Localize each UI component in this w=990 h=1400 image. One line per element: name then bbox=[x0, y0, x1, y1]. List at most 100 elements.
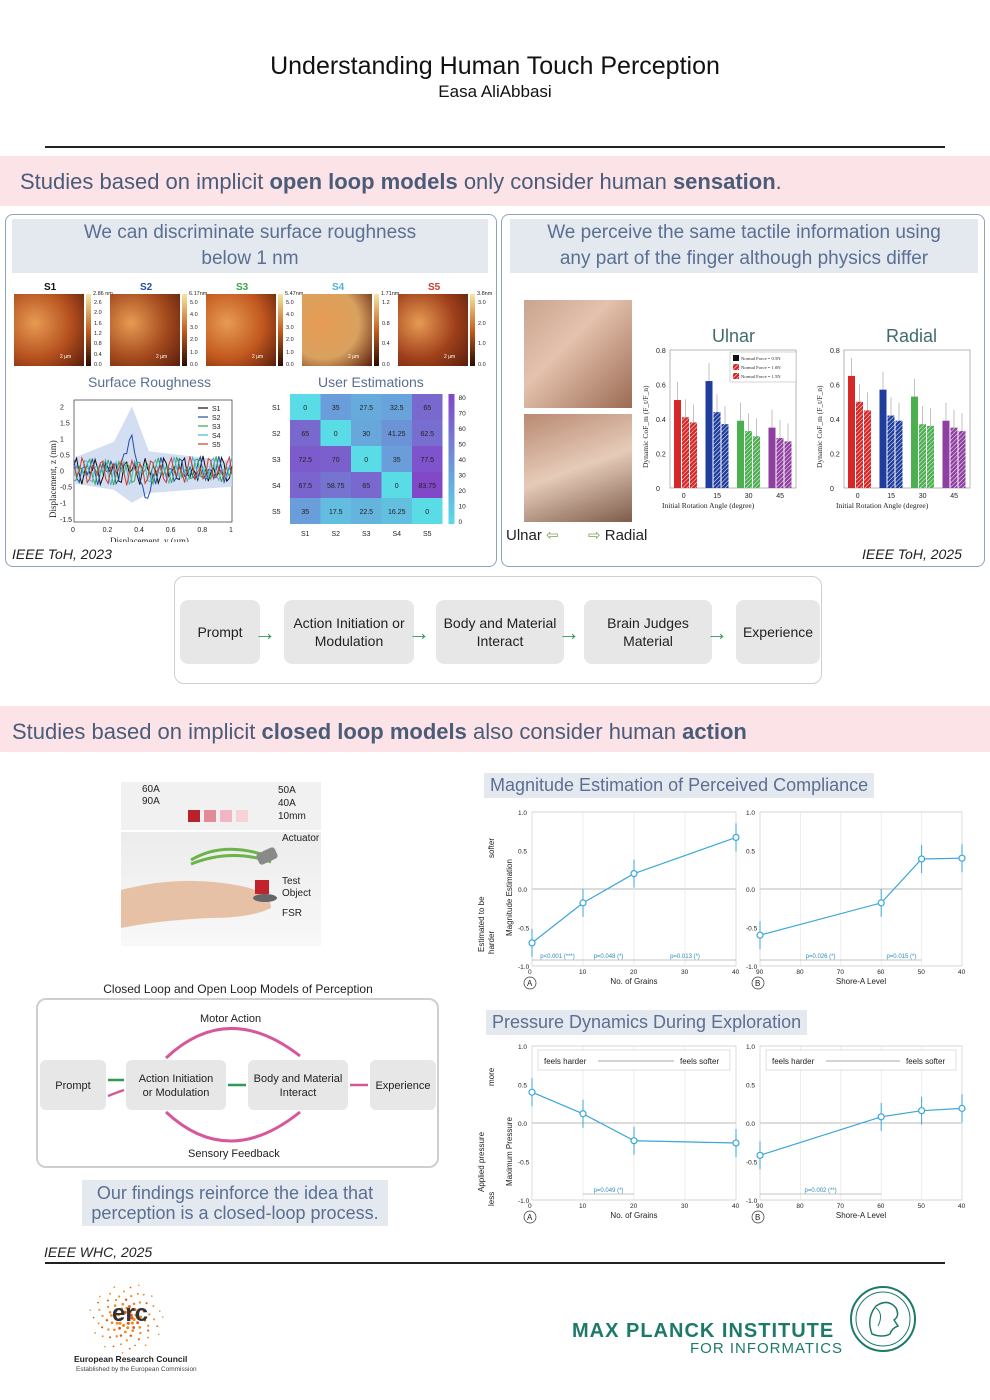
heatmap-cell-value: 62.5 bbox=[420, 431, 434, 438]
heatmap-cell bbox=[381, 472, 412, 498]
erc-dot bbox=[127, 1305, 131, 1308]
panel-letter-circle bbox=[523, 1210, 537, 1224]
heatmap-cell bbox=[381, 394, 412, 420]
afm-colorbar bbox=[374, 294, 379, 366]
roughness-legend-label: S5 bbox=[212, 442, 221, 449]
erc-dot bbox=[121, 1352, 124, 1354]
line-series bbox=[759, 857, 963, 936]
erc-dot bbox=[101, 1314, 104, 1318]
erc-dot bbox=[118, 1317, 122, 1321]
afm-scale-bar: 2 µm bbox=[444, 354, 456, 360]
flow-arrow-icon: → bbox=[254, 620, 276, 645]
bar-legend-swatch bbox=[733, 373, 739, 379]
line-ytick: -1.0 bbox=[518, 1198, 530, 1205]
erc-dot bbox=[110, 1321, 114, 1325]
sensory-feedback-arc bbox=[164, 1110, 301, 1143]
heatmap-cell bbox=[351, 472, 382, 498]
section2-heading: Studies based on implicit closed loop mo… bbox=[12, 719, 747, 744]
actuator-label: Actuator bbox=[282, 833, 320, 844]
roughness-heading: We can discriminate surface roughness bel… bbox=[12, 219, 488, 273]
afm-image bbox=[14, 294, 84, 366]
roughness-xtick: 1 bbox=[229, 527, 233, 534]
closed-loop-box bbox=[126, 1060, 226, 1110]
header-divider bbox=[45, 146, 945, 148]
erc-dot bbox=[105, 1318, 109, 1322]
afm-tick: 0.4 bbox=[94, 351, 102, 358]
erc-dot bbox=[122, 1290, 125, 1293]
erc-dot bbox=[126, 1326, 130, 1330]
erc-dot bbox=[110, 1314, 113, 1317]
bar-chart-title: Ulnar bbox=[712, 326, 755, 346]
afm-sample-label: S1 bbox=[44, 282, 57, 293]
erc-dot bbox=[98, 1295, 101, 1298]
line-ytick: 1.0 bbox=[518, 1044, 527, 1051]
heatmap-cell-value: 17.5 bbox=[329, 509, 343, 516]
venue-toh-2025: IEEE ToH, 2025 bbox=[862, 546, 962, 562]
afm-tick: 1.6 bbox=[94, 320, 102, 327]
heatmap-cell bbox=[290, 394, 321, 420]
footer-divider bbox=[45, 1262, 945, 1264]
line-xtick: 40 bbox=[732, 969, 740, 976]
feel-legend-box bbox=[765, 1049, 957, 1071]
significance-label: p=0.013 (*) bbox=[670, 954, 700, 960]
line-xtick: 60 bbox=[877, 969, 885, 976]
bar-ytick: 0 bbox=[830, 486, 834, 493]
erc-dot bbox=[153, 1318, 155, 1321]
line-ytick: -0.5 bbox=[518, 926, 530, 933]
right-arrow-icon: ⇨ bbox=[588, 527, 601, 544]
erc-dot bbox=[129, 1286, 132, 1289]
heatmap-cell-value: 65 bbox=[301, 431, 309, 438]
erc-dot bbox=[109, 1292, 111, 1295]
roughness-ytick: 1 bbox=[60, 437, 64, 444]
heatmap-row-label: S3 bbox=[272, 457, 281, 464]
mpi-subtitle: FOR INFORMATICS bbox=[690, 1340, 844, 1357]
roughness-legend-label: S2 bbox=[212, 415, 221, 422]
afm-tick: 0.0 bbox=[94, 362, 102, 368]
erc-dot bbox=[113, 1328, 116, 1332]
y-label-top: softer bbox=[487, 838, 496, 858]
y-label-outer: Applied pressure bbox=[477, 1131, 486, 1192]
y-label-bottom: less bbox=[487, 1192, 496, 1206]
closed-loop-box bbox=[40, 1060, 106, 1110]
bar-xtick: 15 bbox=[887, 493, 895, 500]
heatmap-colorbar bbox=[448, 394, 455, 524]
user-estimations-heatmap: User Estimations S1 0 35 27.5 32.5 65 S2 65 0 30 41… bbox=[272, 374, 466, 538]
line-xtick: 30 bbox=[681, 1203, 689, 1210]
bar bbox=[713, 412, 721, 488]
data-point bbox=[918, 1107, 926, 1115]
bar bbox=[848, 375, 855, 488]
objects-left-label: 60A 90A bbox=[142, 784, 160, 807]
data-point bbox=[918, 855, 926, 863]
afm-tick: 3.0 bbox=[286, 324, 294, 331]
erc-dot bbox=[150, 1295, 153, 1297]
afm-max-label: 1.71nm bbox=[381, 291, 400, 297]
data-point bbox=[579, 1110, 587, 1118]
section1-band bbox=[0, 156, 990, 206]
line-xtick: 90 bbox=[756, 1203, 764, 1210]
heatmap-cell bbox=[412, 472, 443, 498]
objects-right-label: 50A 40A 10mm bbox=[278, 785, 306, 822]
line-ytick: -0.5 bbox=[746, 926, 758, 933]
heatmap-cell bbox=[351, 446, 382, 472]
line-ytick: 1.0 bbox=[746, 810, 755, 817]
bar-ytick: 0.4 bbox=[830, 417, 840, 424]
heatmap-cell-value: 77.5 bbox=[420, 457, 434, 464]
line-xtick: 70 bbox=[837, 1203, 845, 1210]
data-point bbox=[756, 931, 764, 939]
line-xtick: 90 bbox=[756, 969, 764, 976]
roughness-title: Surface Roughness bbox=[88, 374, 211, 390]
afm-tick: 2.0 bbox=[190, 337, 198, 344]
bar-xtick: 0 bbox=[682, 493, 686, 500]
significance-label: p=0.002 (**) bbox=[804, 1188, 836, 1194]
roughness-xtick: 0.4 bbox=[134, 527, 144, 534]
roughness-ytick: -1 bbox=[60, 501, 66, 508]
mpi-name: MAX PLANCK INSTITUTE bbox=[572, 1320, 835, 1342]
afm-images: S1 2 µm 2.86 nm 2.6 2.0 1.6 1.2 0.8 0.4 0.0 S2 2 µm… bbox=[14, 282, 494, 372]
heatmap-cell bbox=[381, 498, 412, 524]
bar bbox=[856, 401, 863, 488]
erc-dot bbox=[136, 1321, 140, 1325]
heatmap-cell-value: 22.5 bbox=[359, 509, 373, 516]
significance-label: p=0.026 (*) bbox=[806, 954, 836, 960]
bar bbox=[690, 422, 697, 488]
panel-letter: B bbox=[755, 1213, 760, 1222]
